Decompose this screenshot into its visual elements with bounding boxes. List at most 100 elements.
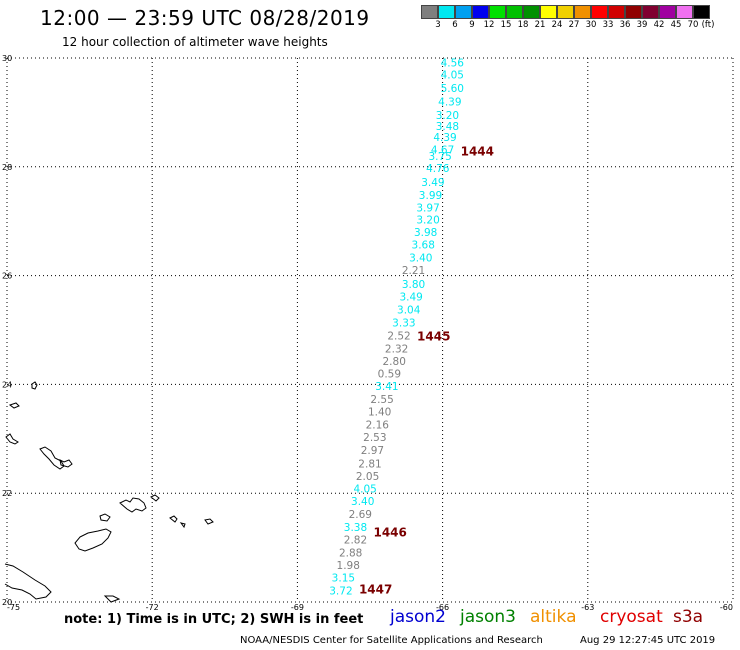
lat-label: 26 [2,272,12,281]
legend-tick-label: 36 [619,20,631,30]
credit-text: NOAA/NESDIS Center for Satellite Applica… [240,635,543,646]
wave-height-value: 3.49 [399,291,422,303]
wave-height-value: 3.40 [409,253,432,265]
pass-labels: 1444 1445 1446 1447 [359,144,494,596]
page-title: 12:00 — 23:59 UTC 08/28/2019 [40,6,370,30]
island-hispaniola-tip [74,528,112,552]
wave-height-value: 3.72 [329,586,352,598]
wave-height-value: 5.60 [441,83,464,95]
wave-height-value: 2.16 [366,420,390,432]
legend-tick-label: 15 [500,20,512,30]
legend-swatch [421,5,438,19]
legend-tick-label: 70 [687,20,699,30]
legend-tick-label: 21 [534,20,546,30]
lat-label: 22 [2,489,12,498]
wave-height-value: 4.05 [441,69,464,81]
wave-height-value: 3.49 [421,177,444,189]
legend-swatch [574,5,591,19]
lon-label: -60 [720,603,733,612]
wave-height-value: 2.82 [344,534,367,546]
timestamp: Aug 29 12:27:45 UTC 2019 [580,635,716,646]
legend-tick-label: 33 [602,20,614,30]
wave-height-value: 2.88 [339,547,362,559]
legend-tick-label: 9 [469,20,475,30]
legend-swatch [608,5,625,19]
island-turks [169,515,186,529]
legend-swatches [421,5,710,19]
wave-height-value: 3.40 [351,496,374,508]
wave-height-value: 3.98 [414,227,437,239]
island-turks-caicos [119,494,160,513]
legend-tick-label: (ft) [701,20,715,30]
wave-height-value: 3.38 [344,522,367,534]
wave-height-value: 4.67 [431,144,454,156]
wave-height-value: 2.81 [358,458,381,470]
pass-time-label: 1444 [461,144,494,158]
wave-height-points: 4.564.055.604.393.203.484.394.673.754.76… [329,57,464,597]
coast-bottom-small [103,595,121,603]
legend-swatch [472,5,489,19]
wave-height-value: 0.59 [378,369,401,381]
coastlines [4,381,214,603]
legend-swatch [523,5,540,19]
wave-height-value: 4.76 [426,163,450,175]
legend-tick-label: 45 [670,20,682,30]
wave-height-value: 2.21 [402,265,425,277]
satellite-label: jason3 [460,607,516,627]
legend-swatch [455,5,472,19]
lat-label: 28 [2,163,12,172]
lat-label: 20 [2,598,12,607]
legend-tick-label: 27 [568,20,580,30]
legend-swatch [506,5,523,19]
legend-swatch [676,5,693,19]
legend-swatch [591,5,608,19]
wave-height-value: 3.20 [416,215,439,227]
wave-height-value: 1.98 [337,560,360,572]
wave-height-value: 4.39 [438,97,461,109]
wave-height-value: 2.55 [370,394,393,406]
wave-height-legend: 3 6 9 12 15 18 21 24 27 30 33 36 39 42 45 70 (ft) [421,5,714,31]
wave-height-value: 3.33 [392,317,415,329]
wave-height-value: 2.05 [356,471,379,483]
wave-height-value: 3.48 [436,121,459,133]
island-inagua [99,513,111,522]
legend-swatch [557,5,574,19]
legend-ticks: 3 6 9 12 15 18 21 24 27 30 33 36 39 42 45 70 (ft) [421,19,714,31]
lon-label: -75 [7,603,20,612]
legend-tick-label: 24 [551,20,563,30]
pass-time-label: 1445 [417,329,450,343]
pass-time-label: 1446 [373,525,406,539]
lon-label: -63 [581,603,594,612]
wave-height-value: 3.97 [416,203,439,215]
legend-swatch [540,5,557,19]
wave-height-value: 3.68 [412,240,435,252]
coast-bottom-left [4,563,52,600]
wave-height-value: 3.41 [375,381,398,393]
legend-swatch [659,5,676,19]
legend-swatch [693,5,710,19]
legend-tick-label: 6 [452,20,458,30]
satellite-label: s3a [673,607,704,627]
legend-tick-label: 30 [585,20,597,30]
pass-time-label: 1447 [359,582,392,596]
lon-label: -66 [436,603,449,612]
wave-height-value: 2.53 [363,432,386,444]
island-mayaguana [204,518,214,525]
island-bahamas-north [8,381,38,409]
legend-swatch [642,5,659,19]
wave-height-value: 4.39 [433,132,456,144]
legend-tick-label: 18 [517,20,529,30]
wave-height-value: 2.32 [385,343,408,355]
wave-height-value: 2.69 [349,509,372,521]
legend-tick-label: 12 [483,20,495,30]
lat-label: 24 [2,380,12,389]
satellite-label: altika [530,607,577,627]
legend-swatch [489,5,506,19]
island-bahamas-mid [5,433,65,470]
island-acklins [59,459,73,468]
wave-height-value: 4.56 [441,57,465,69]
lon-label: -72 [146,603,159,612]
legend-tick-label: 42 [653,20,665,30]
